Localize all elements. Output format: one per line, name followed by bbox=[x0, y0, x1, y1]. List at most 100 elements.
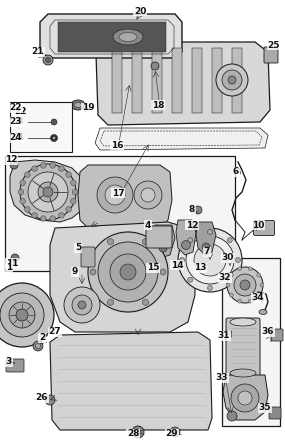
Text: 36: 36 bbox=[262, 328, 274, 337]
Polygon shape bbox=[196, 222, 216, 255]
Polygon shape bbox=[50, 332, 212, 430]
Circle shape bbox=[207, 229, 213, 235]
Text: 26: 26 bbox=[36, 393, 48, 402]
Ellipse shape bbox=[230, 318, 256, 326]
Text: 5: 5 bbox=[75, 244, 81, 253]
Ellipse shape bbox=[119, 33, 137, 42]
Ellipse shape bbox=[259, 309, 267, 315]
Circle shape bbox=[59, 166, 64, 171]
Circle shape bbox=[182, 240, 190, 249]
Circle shape bbox=[105, 185, 125, 205]
Bar bbox=[192, 48, 202, 113]
Circle shape bbox=[71, 180, 76, 186]
Text: 19: 19 bbox=[82, 104, 94, 113]
Text: 14: 14 bbox=[171, 261, 183, 270]
Text: 32: 32 bbox=[219, 274, 231, 283]
Circle shape bbox=[59, 213, 64, 218]
Text: 4: 4 bbox=[145, 220, 151, 229]
Bar bbox=[212, 48, 222, 113]
Circle shape bbox=[33, 341, 43, 351]
Text: 34: 34 bbox=[252, 294, 264, 303]
Text: 25: 25 bbox=[268, 41, 280, 50]
Circle shape bbox=[43, 55, 53, 65]
Circle shape bbox=[71, 198, 76, 204]
Bar bbox=[10, 102, 72, 152]
Circle shape bbox=[222, 70, 242, 90]
Circle shape bbox=[180, 257, 184, 262]
Circle shape bbox=[110, 254, 146, 290]
Text: 7: 7 bbox=[204, 248, 210, 257]
Polygon shape bbox=[10, 160, 85, 222]
Circle shape bbox=[0, 293, 44, 337]
Circle shape bbox=[260, 283, 264, 287]
Circle shape bbox=[238, 267, 242, 271]
Text: 8: 8 bbox=[189, 206, 195, 215]
Polygon shape bbox=[223, 375, 268, 420]
Bar bbox=[58, 22, 166, 52]
Circle shape bbox=[231, 384, 259, 412]
Text: 28: 28 bbox=[127, 430, 139, 439]
FancyBboxPatch shape bbox=[271, 329, 283, 341]
Circle shape bbox=[135, 429, 141, 435]
Bar bbox=[172, 48, 182, 113]
Circle shape bbox=[88, 232, 168, 312]
Text: 10: 10 bbox=[252, 220, 264, 229]
Circle shape bbox=[10, 161, 18, 169]
Text: 6: 6 bbox=[233, 168, 239, 177]
Polygon shape bbox=[50, 222, 195, 332]
Bar bbox=[112, 48, 122, 113]
Circle shape bbox=[9, 302, 35, 328]
Ellipse shape bbox=[230, 369, 256, 377]
Text: 9: 9 bbox=[72, 267, 78, 277]
Circle shape bbox=[132, 426, 144, 438]
Polygon shape bbox=[78, 165, 172, 228]
Text: 30: 30 bbox=[222, 253, 234, 262]
Circle shape bbox=[107, 299, 113, 305]
Polygon shape bbox=[176, 220, 196, 255]
Circle shape bbox=[257, 273, 261, 277]
Circle shape bbox=[188, 238, 193, 243]
Circle shape bbox=[40, 163, 46, 168]
Text: 18: 18 bbox=[152, 101, 164, 110]
Text: 33: 33 bbox=[216, 374, 228, 383]
Circle shape bbox=[50, 163, 56, 168]
Circle shape bbox=[160, 269, 166, 275]
Text: 23: 23 bbox=[10, 118, 22, 127]
Circle shape bbox=[178, 228, 242, 292]
FancyBboxPatch shape bbox=[81, 247, 95, 267]
FancyBboxPatch shape bbox=[146, 226, 172, 248]
Text: 27: 27 bbox=[49, 328, 61, 337]
Bar bbox=[232, 48, 242, 113]
Text: 23: 23 bbox=[13, 118, 23, 127]
Circle shape bbox=[64, 287, 100, 323]
Ellipse shape bbox=[74, 102, 82, 107]
Circle shape bbox=[0, 283, 54, 347]
Circle shape bbox=[72, 189, 78, 195]
Circle shape bbox=[228, 76, 236, 84]
Circle shape bbox=[43, 187, 53, 197]
Circle shape bbox=[229, 273, 233, 277]
Circle shape bbox=[142, 299, 148, 305]
FancyBboxPatch shape bbox=[226, 318, 260, 377]
Circle shape bbox=[240, 280, 250, 290]
Text: 12: 12 bbox=[186, 220, 198, 229]
Circle shape bbox=[235, 257, 241, 262]
FancyBboxPatch shape bbox=[6, 359, 24, 372]
Text: 22: 22 bbox=[14, 107, 27, 116]
Circle shape bbox=[11, 254, 19, 262]
Circle shape bbox=[20, 198, 25, 204]
Ellipse shape bbox=[71, 100, 85, 110]
Text: 21: 21 bbox=[32, 47, 44, 56]
Circle shape bbox=[32, 213, 37, 218]
Circle shape bbox=[151, 62, 159, 70]
Text: 35: 35 bbox=[259, 404, 271, 413]
Bar bbox=[152, 48, 162, 113]
Circle shape bbox=[238, 391, 252, 405]
Circle shape bbox=[18, 189, 24, 195]
Circle shape bbox=[226, 283, 230, 287]
Circle shape bbox=[227, 267, 263, 303]
Circle shape bbox=[50, 216, 56, 221]
FancyBboxPatch shape bbox=[264, 47, 278, 63]
Text: 15: 15 bbox=[147, 263, 159, 273]
Circle shape bbox=[216, 64, 248, 96]
